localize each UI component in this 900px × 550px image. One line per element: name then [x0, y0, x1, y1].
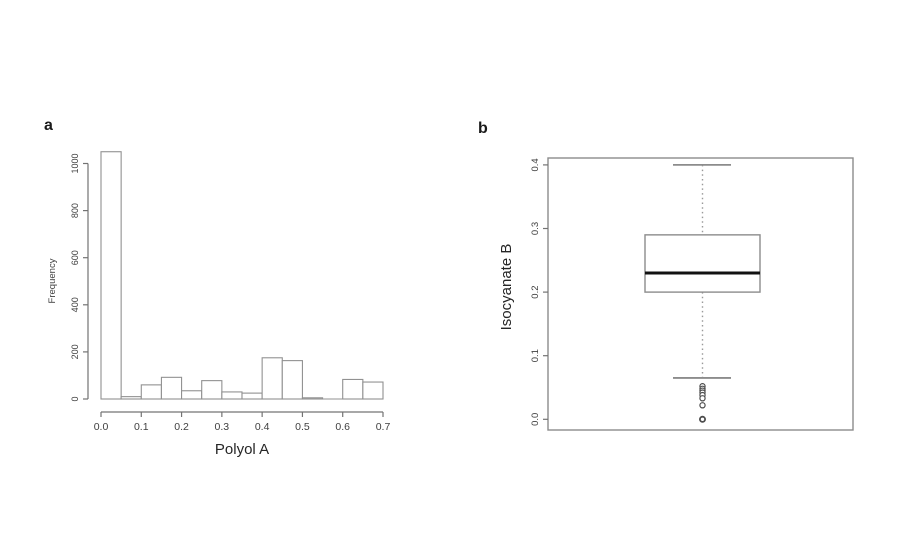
y-tick-label: 0.0 — [530, 413, 541, 426]
histogram-bar — [221, 391, 243, 400]
histogram-bar — [281, 360, 303, 400]
histogram-bar — [160, 376, 183, 400]
y-tick-label: 200 — [70, 344, 80, 359]
x-tick-label: 0.7 — [376, 421, 391, 433]
histogram-panel: 0 200 400 600 800 1000 0.0 0.1 0.2 0.3 0.4 0.5 0.6 0.… — [47, 151, 390, 458]
histogram-bar — [181, 390, 203, 400]
histogram-axes: 0 200 400 600 800 1000 0.0 0.1 0.2 0.3 0.4 0.5 0.6 0.… — [70, 153, 390, 433]
panel-a-label: a — [44, 117, 53, 134]
y-tick-label: 400 — [70, 297, 80, 312]
y-tick-label: 800 — [70, 203, 80, 218]
histogram-bar — [301, 397, 324, 400]
outlier-point — [699, 402, 706, 409]
histogram-bar — [362, 381, 384, 400]
histogram-bar — [100, 151, 122, 400]
y-tick-label: 600 — [70, 250, 80, 265]
x-tick-label: 0.4 — [255, 421, 270, 433]
histogram-bars — [100, 151, 384, 400]
y-tick-label: 0.1 — [530, 349, 541, 362]
x-tick-label: 0.6 — [335, 421, 350, 433]
y-tick-label: 0.3 — [530, 222, 541, 235]
x-tick-label: 0.2 — [174, 421, 189, 433]
histogram-bar — [201, 380, 223, 400]
x-tick-label: 0.3 — [215, 421, 230, 433]
outlier-point — [699, 395, 706, 402]
y-tick-label: 0.4 — [530, 158, 541, 171]
histogram-xlabel: Polyol A — [215, 441, 269, 458]
y-tick-label: 0 — [70, 396, 80, 401]
plot-frame — [547, 157, 854, 431]
x-tick-label: 0.1 — [134, 421, 149, 433]
histogram-bar — [120, 396, 142, 400]
boxplot-panel: 0.0 0.1 0.2 0.3 0.4 Isocyanate B — [498, 157, 854, 431]
x-tick-label: 0.5 — [295, 421, 310, 433]
boxplot-axes: 0.0 0.1 0.2 0.3 0.4 — [530, 157, 854, 431]
y-tick-label: 0.2 — [530, 285, 541, 298]
x-tick-label: 0.0 — [94, 421, 109, 433]
panel-b-label: b — [478, 120, 488, 137]
histogram-ylabel: Frequency — [47, 258, 58, 303]
histogram-bar — [261, 357, 283, 400]
histogram-bar — [140, 384, 162, 400]
iqr-box — [644, 234, 761, 293]
histogram-bar — [342, 378, 364, 400]
boxplot-ylabel: Isocyanate B — [498, 244, 515, 331]
histogram-bar — [241, 392, 263, 400]
outlier-point — [698, 415, 706, 423]
boxplot-glyphs — [644, 163, 761, 423]
y-tick-label: 1000 — [70, 153, 80, 173]
